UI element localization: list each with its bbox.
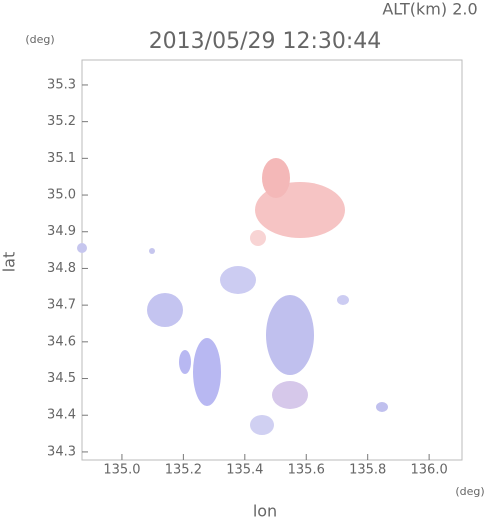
x-axis-label: lon xyxy=(253,502,277,521)
plot-frame xyxy=(81,59,463,461)
y-tick-label: 34.5 xyxy=(47,371,76,386)
y-tick-label: 34.7 xyxy=(47,298,76,313)
negative-echo xyxy=(149,248,155,254)
x-unit: (deg) xyxy=(455,485,484,498)
altitude-label: ALT(km) 2.0 xyxy=(382,0,477,19)
negative-echo xyxy=(376,402,388,412)
negative-echo xyxy=(147,293,183,327)
y-tick-label: 34.6 xyxy=(47,334,76,349)
y-tick-label: 35.1 xyxy=(47,151,76,166)
echo-field xyxy=(77,158,388,435)
positive-echo xyxy=(262,158,290,198)
y-tick-label: 34.3 xyxy=(47,444,76,459)
y-axis-label: lat xyxy=(0,252,19,273)
negative-echo xyxy=(77,243,87,253)
mixed-echo xyxy=(272,381,308,409)
y-tick-label: 35.0 xyxy=(47,188,76,203)
negative-echo xyxy=(337,295,349,305)
negative-echo xyxy=(220,266,256,294)
negative-echo xyxy=(179,350,191,374)
x-tick-label: 135.8 xyxy=(349,463,386,478)
y-tick-label: 34.4 xyxy=(47,408,76,423)
y-tick-label: 34.8 xyxy=(47,261,76,276)
x-tick-label: 135.2 xyxy=(165,463,202,478)
x-tick-label: 135.6 xyxy=(288,463,325,478)
y-tick-label: 35.3 xyxy=(47,77,76,92)
y-tick-label: 35.2 xyxy=(47,114,76,129)
y-tick-label: 34.9 xyxy=(47,224,76,239)
negative-echo xyxy=(266,295,314,375)
positive-echo xyxy=(250,230,266,246)
x-tick-label: 135.4 xyxy=(226,463,263,478)
chart-title: 2013/05/29 12:30:44 xyxy=(149,29,382,54)
x-tick-label: 136.0 xyxy=(411,463,448,478)
x-tick-label: 135.0 xyxy=(103,463,140,478)
y-unit: (deg) xyxy=(25,33,54,46)
negative-echo xyxy=(250,415,274,435)
negative-echo xyxy=(193,338,221,406)
